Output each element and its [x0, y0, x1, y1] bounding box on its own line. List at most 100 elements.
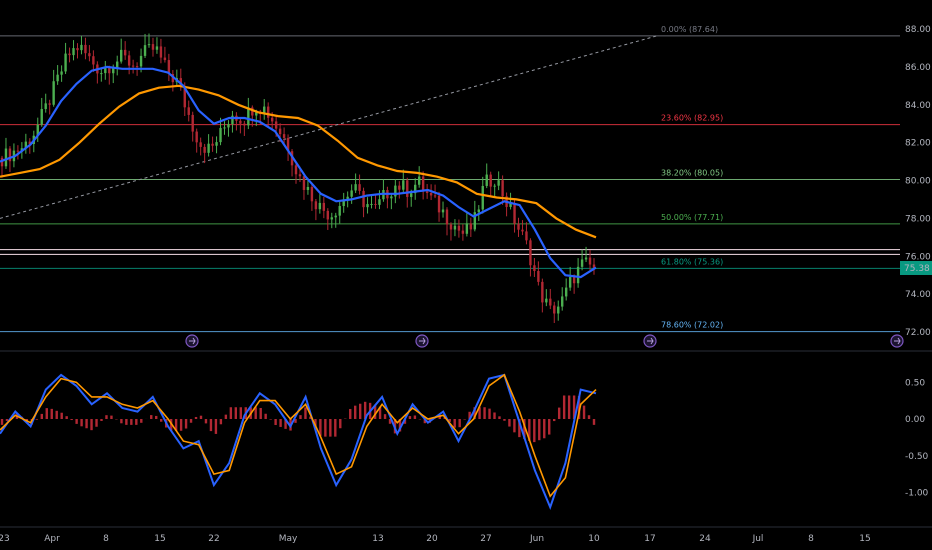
time-tick-label: Apr: [44, 534, 60, 544]
candle-body: [410, 193, 413, 197]
candle-body: [112, 68, 115, 74]
candle-body: [278, 128, 282, 135]
candle-body: [123, 49, 127, 56]
candle-body: [247, 107, 250, 126]
candle-body: [48, 103, 51, 105]
candle-body: [350, 190, 353, 197]
oscillator-tick-label: 0.50: [905, 378, 925, 388]
candle-body: [378, 199, 381, 205]
candle-body: [580, 259, 584, 267]
arrow-icon: [419, 337, 426, 345]
price-tick-label: 88.00: [905, 25, 931, 35]
time-tick-label: 23: [0, 534, 10, 544]
candle-body: [342, 199, 345, 207]
time-tick-label: 15: [859, 534, 870, 544]
candle-body: [314, 201, 318, 210]
arrow-icon: [894, 337, 901, 345]
arrow-icon: [647, 337, 654, 345]
candle-body: [88, 53, 91, 57]
candle-body: [80, 44, 83, 51]
candle-body: [318, 202, 322, 210]
candle-body: [108, 67, 111, 74]
candle-body: [414, 184, 417, 194]
candle-body: [151, 44, 155, 50]
time-tick-label: 17: [644, 534, 655, 544]
candle-body: [334, 215, 337, 218]
candle-body: [187, 107, 190, 115]
oscillator-tick-label: 0.00: [905, 415, 925, 425]
oscillator-tick-label: -0.50: [905, 452, 929, 462]
candle-body: [84, 44, 87, 54]
candle-body: [588, 257, 592, 265]
fib-label: 78.60% (72.02): [661, 321, 723, 330]
candle-body: [116, 61, 119, 69]
candle-body: [191, 114, 194, 132]
candle-body: [223, 127, 226, 129]
ma-slow-line: [0, 84, 597, 239]
candle-body: [449, 224, 453, 230]
candle-body: [143, 45, 147, 56]
candle-body: [64, 53, 67, 72]
candle-body: [481, 185, 484, 210]
candle-body: [425, 191, 429, 193]
candle-body: [263, 106, 266, 115]
candle-body: [525, 231, 528, 241]
candle-body: [553, 305, 556, 314]
price-tick-label: 86.00: [905, 63, 931, 73]
candle-body: [568, 277, 572, 288]
candle-body: [370, 203, 373, 205]
fib-label: 61.80% (75.36): [661, 257, 723, 266]
candle-body: [398, 185, 401, 190]
time-tick-label: 20: [426, 534, 438, 544]
fib-label: 0.00% (87.64): [661, 25, 718, 34]
candle-body: [28, 141, 32, 144]
moving-averages: [0, 65, 597, 279]
candle-body: [282, 134, 286, 138]
candle-body: [310, 186, 314, 202]
candle-body: [417, 176, 421, 185]
candle-body: [517, 223, 520, 230]
price-tick-label: 72.00: [905, 328, 931, 338]
candle-body: [135, 66, 139, 68]
candle-body: [286, 137, 290, 152]
candle-body: [362, 190, 365, 208]
candle-body: [537, 270, 540, 282]
time-axis[interactable]: 23 Apr 8 15 22 May 13 20 27 Jun 10 17 24 Jul 8 15: [0, 526, 932, 544]
candle-body: [322, 202, 326, 211]
candle-body: [100, 73, 103, 75]
oscillator-slow-line: [0, 373, 597, 498]
candle-body: [549, 298, 552, 306]
candle-body: [533, 265, 536, 271]
candle-body: [326, 210, 329, 220]
candle-body: [561, 296, 564, 307]
oscillator-tick-label: -1.00: [905, 489, 929, 499]
price-axis[interactable]: 88.00 86.00 84.00 82.00 80.00 78.00 76.00 74.00…: [0, 25, 932, 352]
candle-body: [131, 65, 135, 67]
candle-body: [255, 112, 258, 116]
candle-body: [564, 287, 568, 297]
price-tick-label: 80.00: [905, 177, 931, 187]
candle-body: [366, 204, 369, 208]
time-tick-label: 8: [103, 534, 109, 544]
candle-body: [572, 277, 576, 284]
candle-body: [52, 81, 55, 105]
time-tick-label: 10: [588, 534, 600, 544]
time-tick-label: Jun: [529, 534, 544, 544]
candle-body: [402, 180, 405, 190]
candle-body: [394, 185, 397, 197]
candle-body: [489, 174, 492, 187]
candle-body: [354, 184, 357, 191]
candle-body: [211, 143, 214, 146]
candle-body: [139, 55, 143, 67]
candle-body: [183, 86, 186, 108]
time-tick-label: 22: [208, 534, 219, 544]
price-tick-label: 84.00: [905, 101, 931, 111]
candle-body: [72, 48, 75, 56]
candle-body: [0, 157, 4, 167]
fib-label: 50.00% (77.71): [661, 213, 723, 222]
candle-body: [40, 109, 43, 125]
time-tick-label: Jul: [752, 534, 764, 544]
event-markers[interactable]: [185, 334, 904, 348]
